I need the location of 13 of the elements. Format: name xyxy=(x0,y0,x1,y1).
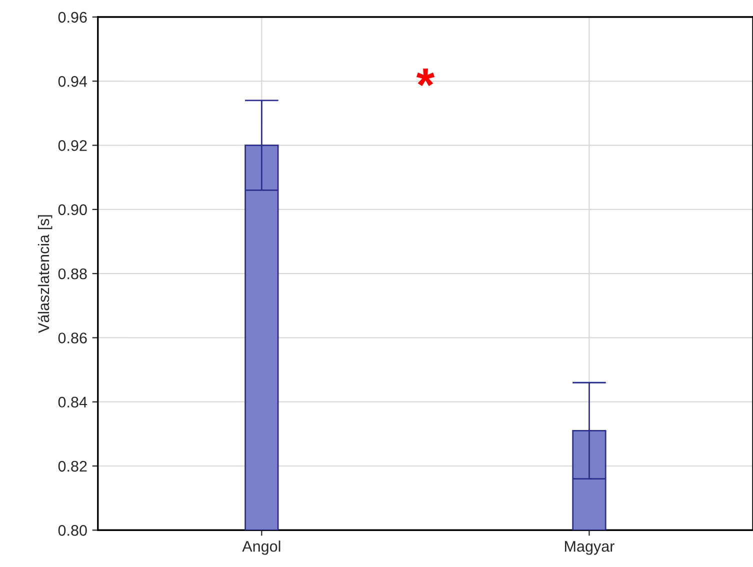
y-tick-label: 0.86 xyxy=(58,332,87,344)
y-tick-label: 0.94 xyxy=(58,76,88,87)
y-tick-label: 0.92 xyxy=(58,140,87,151)
y-tick-label: 0.80 xyxy=(58,525,87,536)
x-tick-label: Angol xyxy=(242,540,280,555)
y-axis-title: Válaszlatencia [s] xyxy=(38,215,52,333)
y-tick-label: 0.82 xyxy=(58,460,87,472)
x-tick-label: Magyar xyxy=(565,541,614,555)
y-tick-label: 0.96 xyxy=(58,12,87,23)
y-tick-label: 0.88 xyxy=(58,268,87,280)
y-tick-label: 0.90 xyxy=(58,204,87,216)
y-tick-label: 0.84 xyxy=(58,396,88,408)
annotation: * xyxy=(416,68,435,86)
